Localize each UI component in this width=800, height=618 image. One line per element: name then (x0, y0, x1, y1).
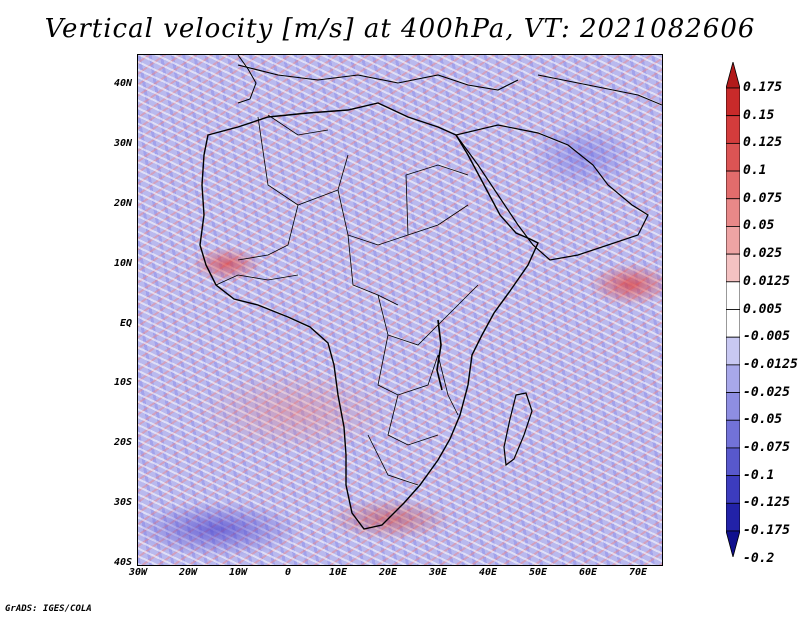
colorbar-segment (726, 309, 740, 338)
colorbar-segment (726, 226, 740, 255)
colorbar-label: -0.0125 (743, 356, 798, 372)
footer-credit: GrADS: IGES/COLA (5, 604, 92, 614)
asia-coast (537, 74, 662, 106)
africa-outline (199, 55, 662, 530)
mediterranean-coast (237, 64, 519, 91)
y-tick-label: 30S (113, 497, 132, 508)
colorbar-label: -0.005 (743, 329, 790, 345)
y-tick-label: 10S (113, 377, 132, 388)
colorbar-label: -0.175 (743, 523, 790, 538)
colorbar-label: 0.125 (743, 135, 783, 151)
colorbar-bottom-arrow (726, 530, 740, 557)
chart-title: Vertical velocity [m/s] at 400hPa, VT: 2… (44, 14, 756, 44)
x-tick-label: 30E (428, 567, 448, 578)
x-tick-label: 20E (378, 567, 398, 578)
x-tick-label: 60E (578, 567, 598, 578)
colorbar-label: 0.025 (743, 246, 783, 262)
x-tick-label: 50E (528, 567, 548, 578)
colorbar-segment (726, 392, 740, 421)
colorbar-label: 0.075 (743, 190, 783, 206)
y-tick-label: EQ (119, 318, 132, 329)
colorbar-label: 0.05 (743, 218, 775, 234)
colorbar-segment (726, 364, 740, 393)
colorbar-label: 0.0125 (743, 273, 790, 289)
y-tick-label: 40S (113, 557, 132, 568)
colorbar-label: 0.15 (743, 107, 775, 123)
colorbar-label: -0.05 (743, 412, 783, 428)
colorbar-svg (726, 62, 740, 557)
colorbar-label: -0.2 (743, 550, 775, 566)
colorbar-segment (726, 336, 740, 366)
x-tick-label: 0 (284, 567, 292, 578)
colorbar-segment (726, 475, 740, 504)
y-tick-label: 30N (113, 138, 132, 149)
y-tick-label: 20S (113, 437, 132, 448)
x-tick-label: 10E (328, 567, 348, 578)
colorbar-segment (726, 253, 740, 283)
colorbar-label: 0.005 (743, 301, 783, 317)
colorbar-segment (726, 198, 740, 227)
colorbar-segment (726, 170, 740, 200)
africa-coastline (199, 102, 539, 530)
colorbar-segment (726, 419, 740, 449)
x-tick-label: 70E (628, 567, 648, 578)
colorbar-label: 0.175 (743, 80, 783, 95)
colorbar-top-arrow (726, 62, 740, 89)
colorbar-label: -0.125 (743, 495, 790, 511)
map-plot-area (137, 54, 663, 566)
colorbar-segment (726, 115, 740, 144)
great-lakes (436, 319, 443, 391)
x-tick-label: 30W (128, 567, 148, 578)
colorbar (726, 62, 740, 557)
colorbar-segment (726, 87, 740, 117)
colorbar-label: -0.025 (743, 384, 790, 400)
arabia-outline (454, 124, 649, 261)
colorbar-segment (726, 502, 740, 532)
colorbar-label: -0.075 (743, 439, 790, 455)
y-tick-label: 20N (113, 198, 132, 209)
y-tick-label: 10N (113, 258, 132, 269)
colorbar-label: -0.1 (743, 467, 775, 483)
country-borders (215, 114, 479, 486)
colorbar-label: 0.1 (743, 163, 767, 179)
madagascar-outline (503, 392, 533, 467)
x-tick-label: 10W (228, 567, 248, 578)
iberia-coast (237, 55, 257, 104)
x-tick-label: 40E (478, 567, 498, 578)
y-tick-label: 40N (113, 78, 132, 89)
colorbar-segment (726, 281, 740, 310)
colorbar-segment (726, 447, 740, 477)
x-tick-label: 20W (178, 567, 198, 578)
colorbar-segment (726, 142, 740, 172)
